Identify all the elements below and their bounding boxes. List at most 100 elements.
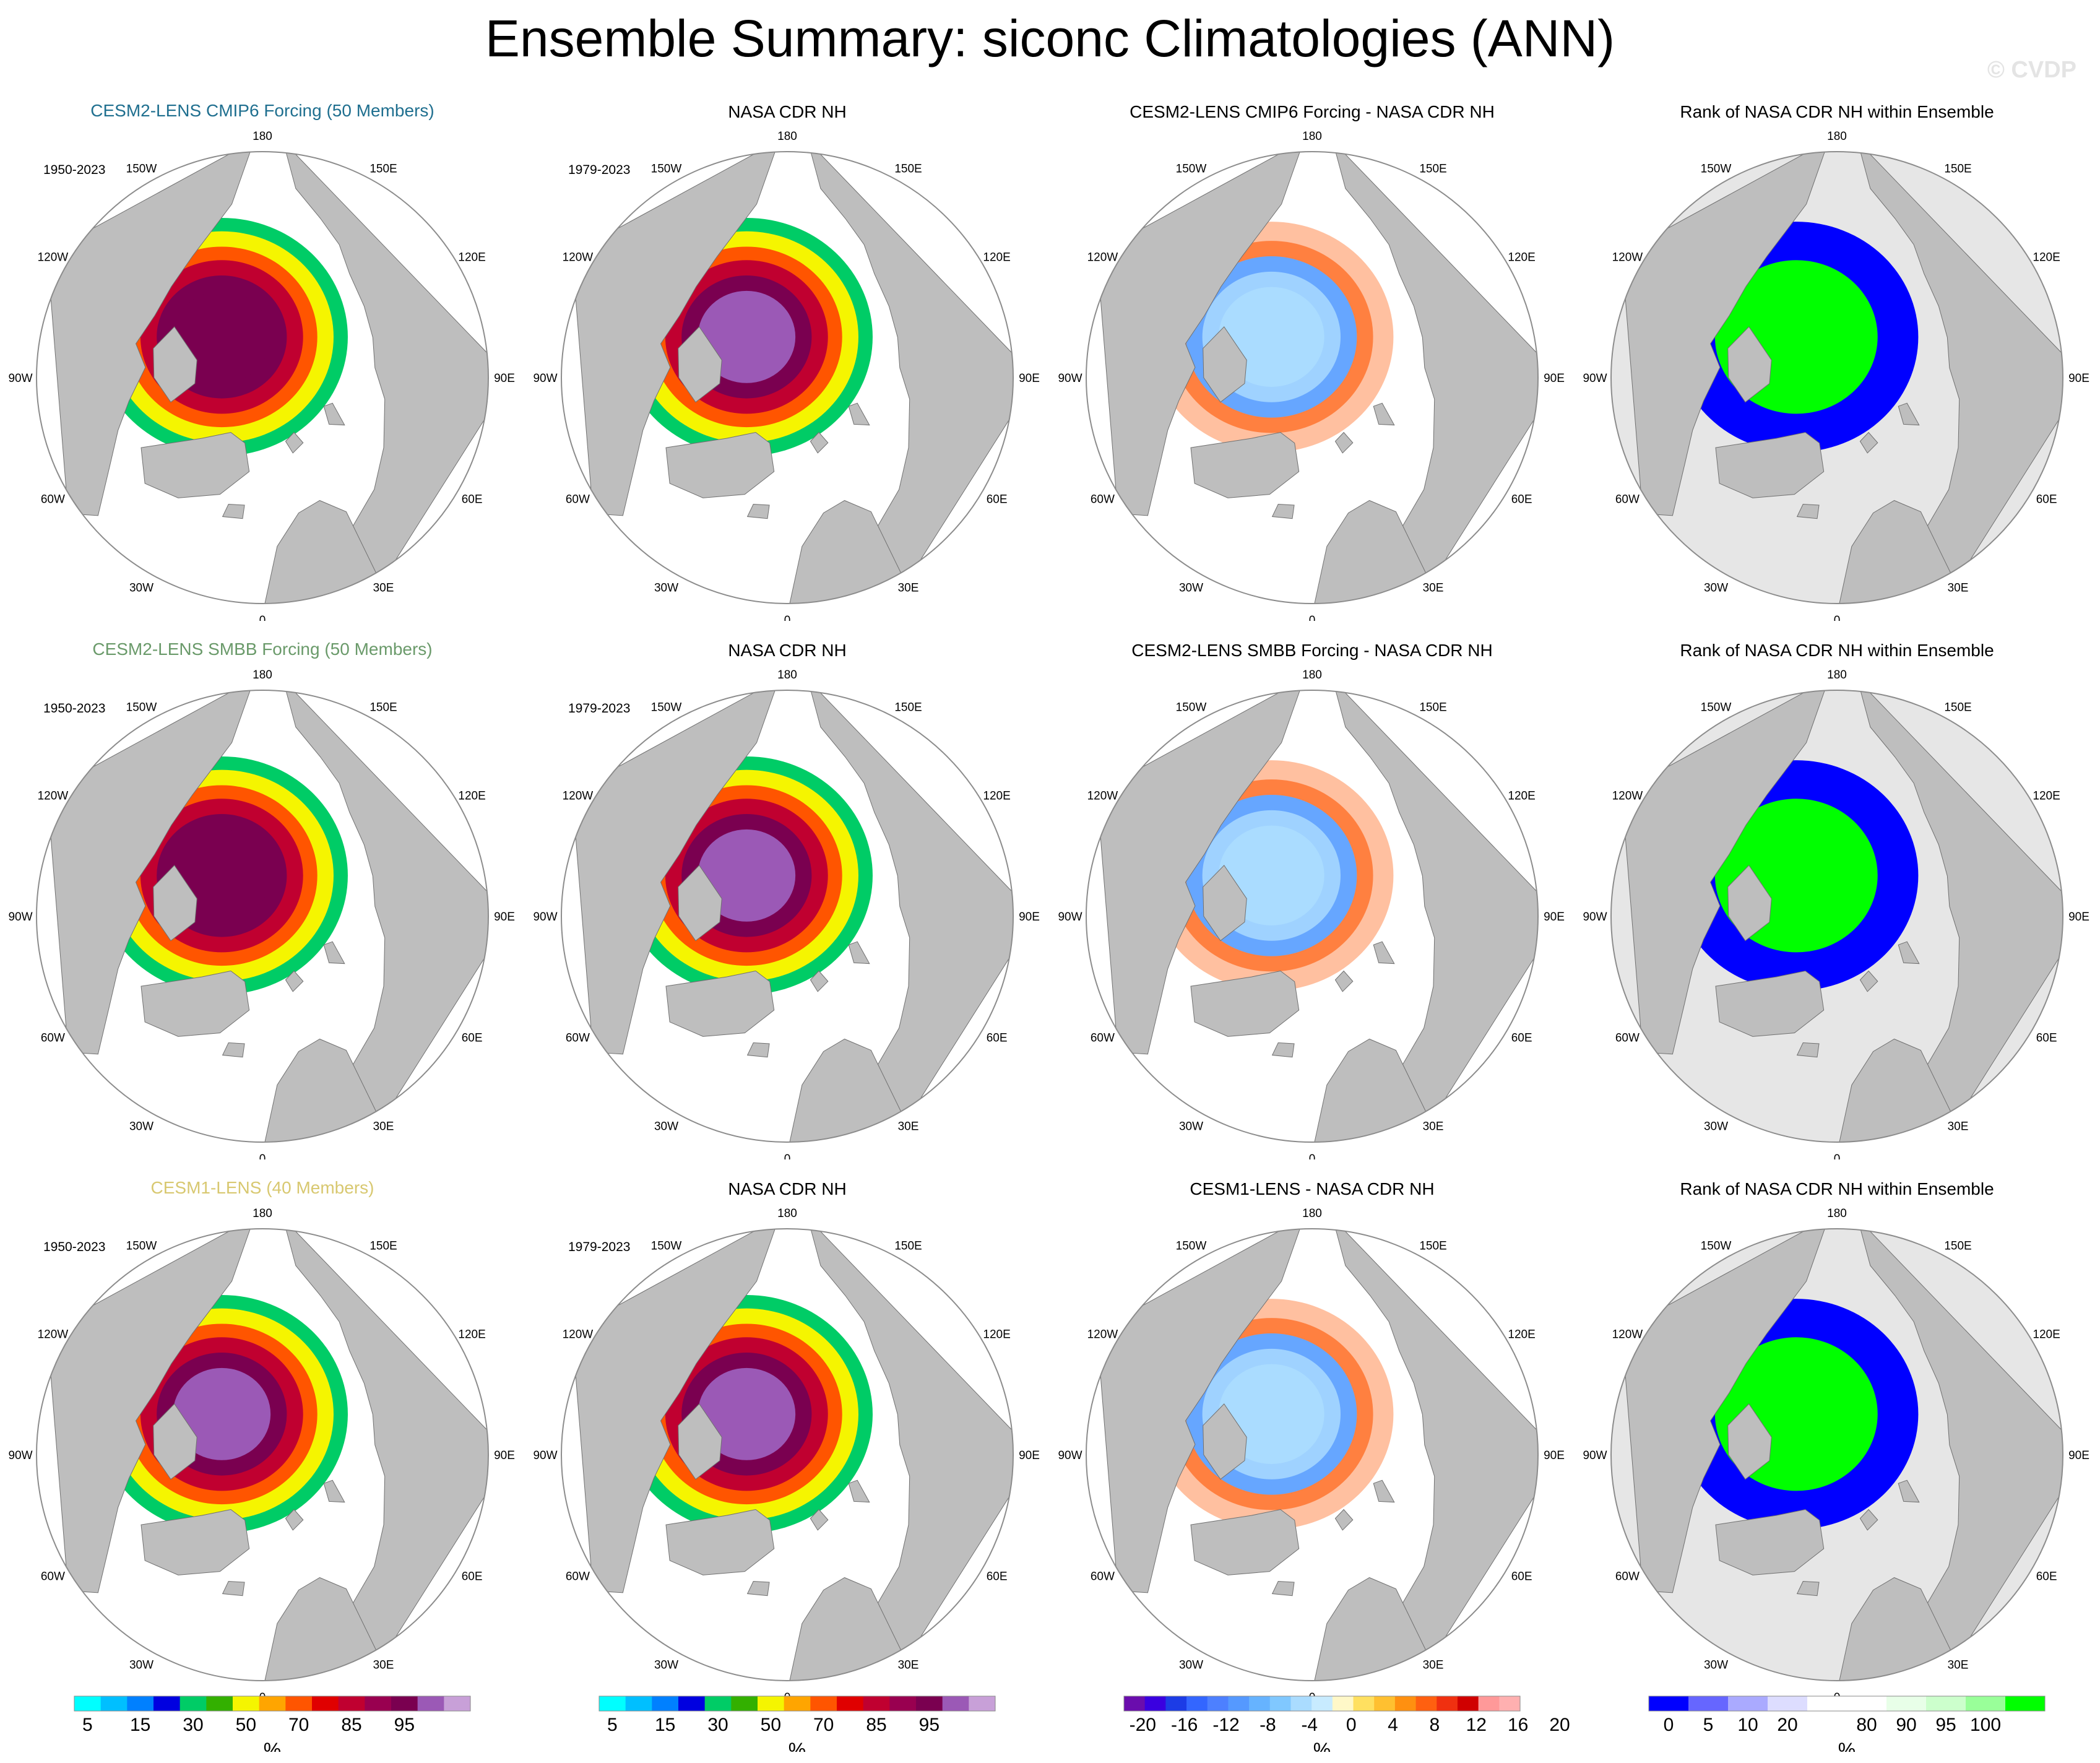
landmass: [1715, 970, 1825, 1037]
difference-panel-title: CESM1-LENS - NASA CDR NH: [1190, 1179, 1435, 1198]
colorbar-swatch: [1228, 1696, 1250, 1711]
longitude-label: 90E: [2068, 372, 2089, 385]
landmass: [1857, 690, 2063, 1122]
longitude-label: 90W: [1058, 372, 1082, 385]
landmass: [1715, 431, 1825, 498]
landmass: [1271, 1580, 1295, 1596]
colorbar-swatch: [285, 1696, 313, 1711]
landmass: [810, 1509, 829, 1531]
colorbar-swatch: [784, 1696, 811, 1711]
longitude-label: 30E: [898, 582, 919, 595]
landmass: [678, 865, 722, 942]
landmass: [323, 941, 345, 964]
colorbar-tick-label: 90: [1896, 1715, 1916, 1735]
colorbar-swatch: [1207, 1696, 1229, 1711]
longitude-label: 0: [259, 614, 266, 621]
landmass: [1898, 402, 1920, 426]
landmass: [1373, 941, 1395, 964]
landmass: [746, 503, 770, 519]
landmass: [1796, 1580, 1820, 1596]
map-boundary: [1610, 151, 2063, 604]
colorbar-swatch: [863, 1696, 890, 1711]
longitude-label: 90W: [533, 372, 557, 385]
landmass: [1271, 1042, 1295, 1058]
longitude-label: 120E: [458, 251, 485, 264]
longitude-label: 60W: [1615, 493, 1640, 506]
landmass: [1859, 431, 1878, 454]
colorbar-swatch: [1926, 1696, 1966, 1711]
longitude-label: 60E: [2036, 1032, 2057, 1045]
landmass: [285, 1509, 304, 1531]
colorbar-tick-label: 5: [1703, 1715, 1714, 1735]
longitude-label: 150E: [369, 701, 397, 714]
longitude-label: 90W: [8, 1449, 32, 1462]
landmass: [1334, 1509, 1354, 1531]
colorbar-swatch: [1768, 1696, 1808, 1711]
sea-ice-contour: [698, 1367, 796, 1460]
colorbar-unit: %: [1838, 1739, 1856, 1752]
colorbar-swatch: [1186, 1696, 1208, 1711]
landmass: [222, 1042, 245, 1058]
polar-map: 180 150E 120E 90E 60E 30E 0 30W 60W 90W 120W 150W: [533, 669, 1039, 1159]
longitude-label: 30W: [654, 1659, 678, 1672]
colorbar-tick-label: 0: [1664, 1715, 1674, 1735]
period-label: 1979-2023: [568, 1240, 631, 1254]
longitude-label: 150E: [1944, 701, 1971, 714]
landmass: [1334, 431, 1354, 454]
longitude-label: 120E: [2033, 790, 2060, 803]
longitude-label: 60E: [2036, 1570, 2057, 1583]
longitude-label: 120E: [2033, 251, 2060, 264]
colorbar-swatch: [942, 1696, 969, 1711]
polar-map: 180 150E 120E 90E 60E 30E 0 30W 60W 90W 120W 150W: [1058, 669, 1565, 1159]
polar-map: 180 150E 120E 90E 60E 30E 0 30W 60W 90W 120W 150W: [533, 1207, 1039, 1698]
longitude-label: 150W: [1176, 701, 1207, 714]
colorbar-unit: %: [1313, 1739, 1331, 1752]
longitude-label: 180: [777, 669, 797, 682]
longitude-label: 150E: [894, 162, 922, 175]
longitude-label: 120E: [2033, 1328, 2060, 1341]
landmass: [1190, 1509, 1300, 1575]
colorbar-swatch: [1437, 1696, 1458, 1711]
colorbar-swatch: [1374, 1696, 1396, 1711]
map-boundary: [1610, 690, 2063, 1143]
longitude-label: 30W: [1704, 582, 1728, 595]
colorbar-swatch: [2005, 1696, 2046, 1711]
longitude-label: 30W: [1179, 582, 1203, 595]
colorbar-tick-label: -4: [1301, 1715, 1318, 1735]
colorbar-swatch: [74, 1696, 102, 1711]
longitude-label: 150W: [1701, 162, 1732, 175]
map-boundary: [1086, 151, 1539, 604]
sea-ice-contour: [698, 829, 796, 922]
longitude-label: 90E: [494, 1449, 515, 1462]
colorbar-swatch: [1290, 1696, 1312, 1711]
colorbar-swatch: [1966, 1696, 2006, 1711]
longitude-label: 90E: [1019, 372, 1040, 385]
colorbar-swatch: [391, 1696, 418, 1711]
landmass: [1898, 1479, 1920, 1503]
colorbar-swatch: [153, 1696, 181, 1711]
colorbar-swatch: [731, 1696, 758, 1711]
map-boundary: [1086, 690, 1539, 1143]
sea-ice-contour: [698, 290, 796, 383]
longitude-label: 150E: [1419, 1239, 1446, 1252]
longitude-label: 60E: [987, 493, 1008, 506]
colorbar-swatch: [916, 1696, 943, 1711]
landmass: [222, 503, 245, 519]
longitude-label: 30E: [373, 1659, 394, 1672]
colorbar-tick-label: 85: [866, 1715, 886, 1735]
colorbar-tick-label: 12: [1466, 1715, 1487, 1735]
longitude-label: 90E: [2068, 911, 2089, 924]
longitude-label: 0: [1309, 1153, 1316, 1159]
colorbar-tick-label: -8: [1260, 1715, 1276, 1735]
longitude-label: 30W: [1179, 1659, 1203, 1672]
landmass: [1727, 865, 1772, 942]
polar-map: 180 150E 120E 90E 60E 30E 0 30W 60W 90W 120W 150W: [1058, 130, 1564, 621]
colorbar-swatch: [625, 1696, 652, 1711]
landmass: [1857, 152, 2063, 584]
landmass: [810, 431, 829, 454]
longitude-label: 90E: [1544, 911, 1565, 924]
colorbar-swatch: [259, 1696, 286, 1711]
ensemble-panel-title: CESM2-LENS CMIP6 Forcing (50 Members): [90, 101, 434, 120]
longitude-label: 60W: [1091, 493, 1115, 506]
longitude-label: 90E: [494, 372, 515, 385]
